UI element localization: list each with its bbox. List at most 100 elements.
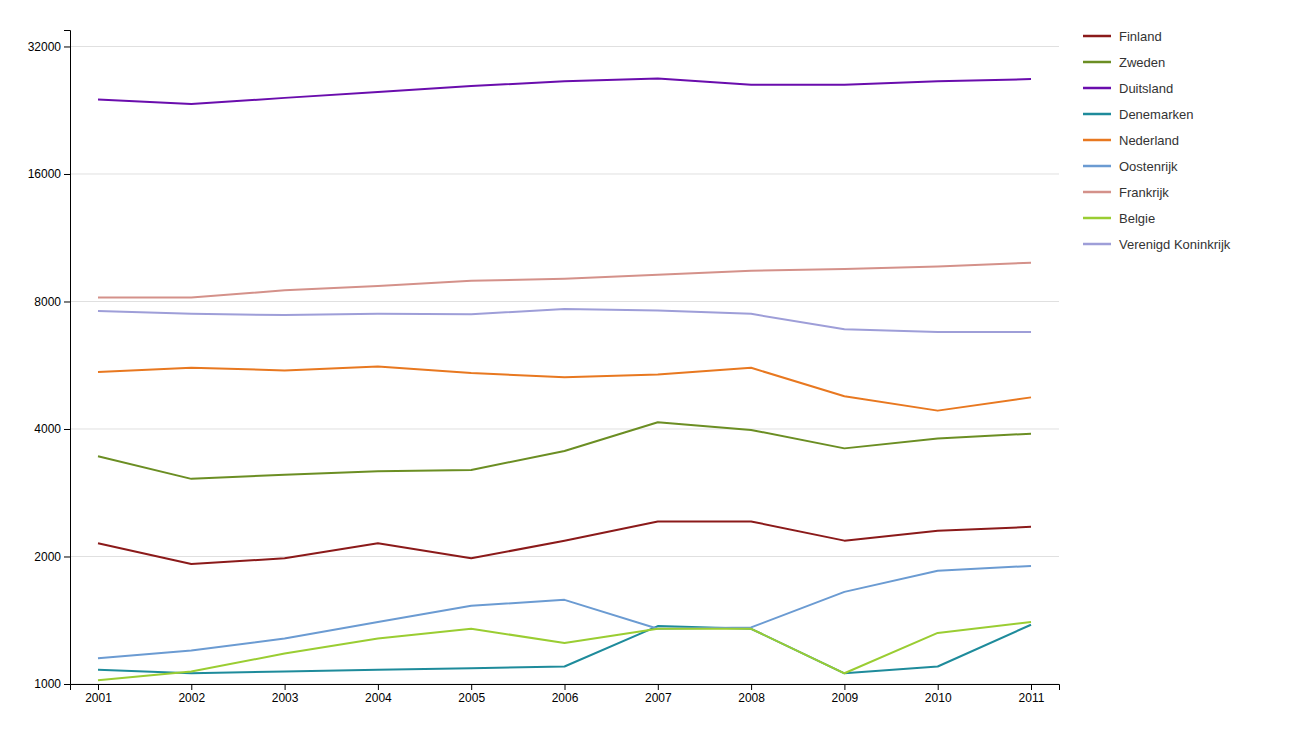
series-line xyxy=(98,263,1031,298)
y-tick-label: 2000 xyxy=(34,550,61,564)
y-tick-label: 1000 xyxy=(34,677,61,691)
x-tick-mark xyxy=(938,684,939,690)
x-tick: 2010 xyxy=(925,684,952,705)
legend-swatch xyxy=(1083,243,1111,246)
legend-item: Belgie xyxy=(1083,211,1155,226)
x-tick-label: 2004 xyxy=(365,691,392,705)
x-tick-label: 2009 xyxy=(832,691,859,705)
plot: 2001 2002 2003 2004 2005 2006 2007 2008 2009 2010… xyxy=(28,31,1060,705)
legend-item: Duitsland xyxy=(1083,81,1173,96)
x-axis-line xyxy=(71,685,1060,691)
x-tick-label: 2001 xyxy=(85,691,112,705)
x-tick-mark xyxy=(471,684,472,690)
x-tick: 2011 xyxy=(1019,684,1045,705)
x-tick: 2004 xyxy=(365,684,392,705)
legend-swatch xyxy=(1083,217,1111,220)
legend-label: Nederland xyxy=(1119,133,1179,148)
y-tick: 1000 xyxy=(34,677,70,691)
y-tick-mark xyxy=(64,46,70,47)
legend-swatch xyxy=(1083,139,1111,142)
y-tick-label: 32000 xyxy=(28,40,62,54)
legend-label: Zweden xyxy=(1119,55,1165,70)
x-tick: 2009 xyxy=(832,684,859,705)
series-line xyxy=(98,521,1031,564)
x-tick: 2002 xyxy=(178,684,205,705)
x-tick: 2001 xyxy=(85,684,112,705)
grid-line xyxy=(70,173,1059,174)
legend-item: Zweden xyxy=(1083,55,1165,70)
series-line xyxy=(98,622,1031,680)
x-tick-label: 2006 xyxy=(552,691,579,705)
y-axis: 1000 2000 4000 8000 16000 32000 xyxy=(28,31,71,692)
x-tick-mark xyxy=(658,684,659,690)
x-tick: 2003 xyxy=(272,684,299,705)
x-tick: 2007 xyxy=(645,684,672,705)
legend-label: Finland xyxy=(1119,29,1162,44)
y-tick-mark xyxy=(64,174,70,175)
x-tick-mark xyxy=(751,684,752,690)
legend-swatch xyxy=(1083,191,1111,194)
legend-label: Denemarken xyxy=(1119,107,1193,122)
series-line xyxy=(98,78,1031,104)
legend-item: Verenigd Koninkrijk xyxy=(1083,237,1231,252)
x-tick-mark xyxy=(565,684,566,690)
y-tick: 4000 xyxy=(34,422,70,436)
x-tick-label: 2007 xyxy=(645,691,672,705)
x-tick: 2006 xyxy=(552,684,579,705)
x-tick-label: 2008 xyxy=(738,691,765,705)
legend-swatch xyxy=(1083,87,1111,90)
legend-label: Frankrijk xyxy=(1119,185,1169,200)
y-tick: 16000 xyxy=(28,167,70,181)
x-tick-label: 2010 xyxy=(925,691,952,705)
y-tick-label: 16000 xyxy=(28,167,62,181)
legend-swatch xyxy=(1083,61,1111,64)
grid-line xyxy=(70,556,1059,557)
legend-item: Nederland xyxy=(1083,133,1179,148)
y-tick-label: 8000 xyxy=(34,295,61,309)
legend-swatch xyxy=(1083,113,1111,116)
x-tick-mark xyxy=(378,684,379,690)
x-tick-mark xyxy=(191,684,192,690)
y-tick: 8000 xyxy=(34,295,70,309)
x-tick-label: 2011 xyxy=(1019,691,1045,705)
x-tick-label: 2005 xyxy=(458,691,485,705)
legend-swatch xyxy=(1083,35,1111,38)
legend: Finland Zweden Duitsland Denemarken Nederlan… xyxy=(1083,29,1231,252)
legend-item: Oostenrijk xyxy=(1083,159,1178,174)
y-tick-label: 4000 xyxy=(34,422,61,436)
y-tick-mark xyxy=(64,301,70,302)
x-tick-mark xyxy=(1031,684,1032,690)
y-axis-line xyxy=(64,31,71,685)
chart: 2001 2002 2003 2004 2005 2006 2007 2008 2009 2010… xyxy=(0,0,1299,734)
y-tick-mark xyxy=(64,684,70,685)
series-line xyxy=(98,309,1031,332)
legend-label: Duitsland xyxy=(1119,81,1173,96)
legend-swatch xyxy=(1083,165,1111,168)
grid-line xyxy=(70,46,1059,47)
y-tick: 2000 xyxy=(34,550,70,564)
legend-item: Finland xyxy=(1083,29,1162,44)
y-tick-mark xyxy=(64,556,70,557)
legend-item: Denemarken xyxy=(1083,107,1193,122)
x-tick: 2005 xyxy=(458,684,485,705)
legend-label: Oostenrijk xyxy=(1119,159,1178,174)
legend-item: Frankrijk xyxy=(1083,185,1169,200)
x-tick-mark xyxy=(285,684,286,690)
grid xyxy=(70,46,1059,684)
x-tick-mark xyxy=(844,684,845,690)
x-tick-label: 2002 xyxy=(178,691,205,705)
grid-line xyxy=(70,428,1059,429)
x-tick-label: 2003 xyxy=(272,691,299,705)
series-line xyxy=(98,625,1031,674)
lines xyxy=(98,78,1031,680)
grid-line xyxy=(70,301,1059,302)
y-tick-mark xyxy=(64,429,70,430)
series-line xyxy=(98,366,1031,410)
x-tick-mark xyxy=(98,684,99,690)
x-axis: 2001 2002 2003 2004 2005 2006 2007 2008 2009 2010… xyxy=(71,684,1060,705)
series-line xyxy=(98,566,1031,658)
y-tick: 32000 xyxy=(28,40,70,54)
series-line xyxy=(98,422,1031,479)
legend-label: Verenigd Koninkrijk xyxy=(1119,237,1231,252)
legend-label: Belgie xyxy=(1119,211,1155,226)
